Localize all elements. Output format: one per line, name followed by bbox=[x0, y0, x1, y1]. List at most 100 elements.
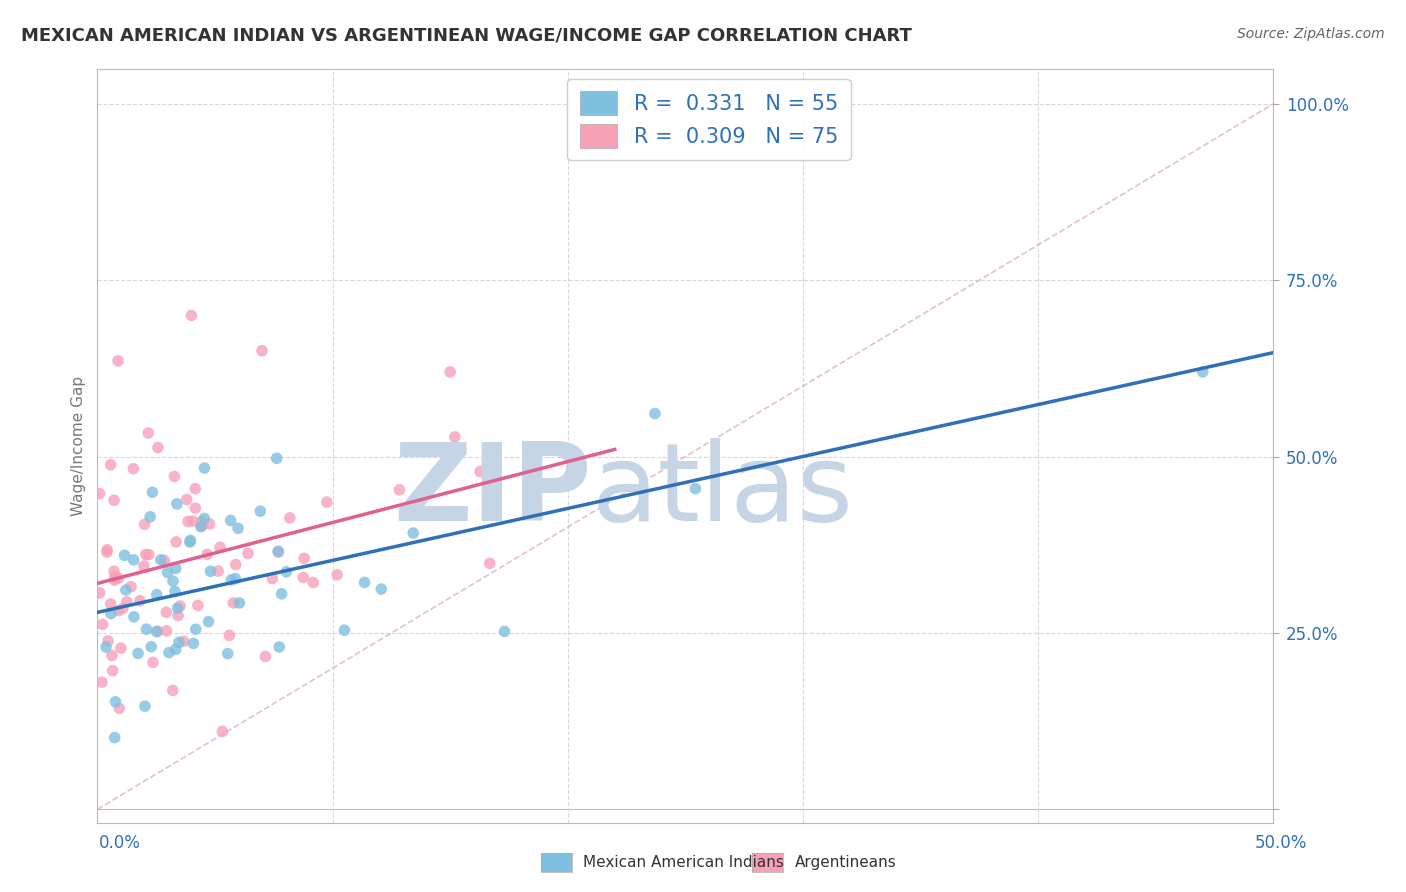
Point bbox=[219, 513, 242, 527]
Text: Mexican American Indians: Mexican American Indians bbox=[583, 855, 785, 870]
Point bbox=[209, 541, 232, 555]
Point bbox=[267, 545, 290, 559]
Point bbox=[195, 547, 218, 561]
Point bbox=[141, 640, 163, 654]
Point bbox=[316, 495, 339, 509]
Point bbox=[218, 628, 240, 642]
Point bbox=[266, 451, 288, 466]
Point bbox=[190, 515, 212, 529]
Point bbox=[157, 646, 180, 660]
Point bbox=[97, 634, 120, 648]
Point bbox=[402, 526, 425, 541]
Point bbox=[166, 497, 188, 511]
Point bbox=[108, 701, 131, 715]
Point bbox=[179, 533, 201, 548]
Point bbox=[135, 622, 157, 636]
Point bbox=[145, 588, 167, 602]
Point bbox=[162, 574, 184, 588]
Point bbox=[180, 309, 202, 323]
Point bbox=[129, 594, 152, 608]
Point bbox=[104, 731, 127, 745]
Point bbox=[181, 514, 204, 528]
Point bbox=[138, 548, 160, 562]
Point bbox=[190, 519, 212, 533]
Point bbox=[142, 656, 165, 670]
Point bbox=[270, 587, 292, 601]
Point bbox=[107, 604, 129, 618]
Point bbox=[141, 485, 163, 500]
Point bbox=[139, 509, 162, 524]
Point bbox=[326, 567, 349, 582]
Point bbox=[211, 724, 233, 739]
Point bbox=[207, 564, 229, 578]
Point bbox=[145, 624, 167, 639]
Point bbox=[292, 551, 315, 566]
Point bbox=[153, 553, 176, 567]
Point bbox=[179, 535, 201, 549]
Point bbox=[100, 607, 122, 621]
Point bbox=[302, 575, 325, 590]
Point bbox=[217, 647, 239, 661]
Point bbox=[132, 559, 155, 574]
Point bbox=[94, 640, 117, 654]
Point bbox=[167, 635, 190, 649]
Point bbox=[89, 586, 111, 600]
Text: MEXICAN AMERICAN INDIAN VS ARGENTINEAN WAGE/INCOME GAP CORRELATION CHART: MEXICAN AMERICAN INDIAN VS ARGENTINEAN W… bbox=[21, 27, 912, 45]
Point bbox=[187, 599, 209, 613]
Text: 0.0%: 0.0% bbox=[98, 834, 141, 852]
Point bbox=[163, 469, 186, 483]
Point bbox=[1191, 365, 1213, 379]
Point bbox=[122, 609, 145, 624]
Point bbox=[146, 441, 169, 455]
Point bbox=[200, 564, 222, 578]
Point bbox=[193, 461, 215, 475]
Point bbox=[276, 565, 298, 579]
Point bbox=[197, 615, 219, 629]
Point bbox=[166, 601, 188, 615]
Point bbox=[353, 575, 375, 590]
Point bbox=[269, 640, 291, 654]
Point bbox=[165, 535, 187, 549]
Point bbox=[114, 582, 136, 597]
Point bbox=[278, 511, 301, 525]
Point bbox=[135, 548, 157, 562]
Point bbox=[120, 580, 142, 594]
Point bbox=[222, 596, 245, 610]
Point bbox=[236, 546, 259, 560]
Point bbox=[155, 605, 177, 619]
Point bbox=[370, 582, 392, 596]
Text: Argentineans: Argentineans bbox=[794, 855, 896, 870]
Point bbox=[146, 624, 169, 639]
Point bbox=[173, 634, 195, 648]
Point bbox=[101, 648, 124, 663]
Point bbox=[114, 549, 136, 563]
Point bbox=[104, 570, 127, 584]
Point bbox=[254, 649, 277, 664]
Point bbox=[685, 482, 707, 496]
Point bbox=[292, 570, 315, 584]
Point bbox=[134, 517, 156, 532]
Point bbox=[644, 407, 666, 421]
Point bbox=[165, 561, 187, 575]
Point bbox=[134, 699, 156, 714]
Point bbox=[388, 483, 411, 497]
Point bbox=[89, 486, 111, 500]
Point bbox=[250, 343, 273, 358]
Point bbox=[149, 553, 172, 567]
Point bbox=[96, 542, 118, 557]
Point bbox=[228, 596, 250, 610]
Point bbox=[136, 426, 159, 441]
Point bbox=[191, 519, 214, 533]
Legend: R =  0.331   N = 55, R =  0.309   N = 75: R = 0.331 N = 55, R = 0.309 N = 75 bbox=[567, 78, 851, 161]
Point bbox=[262, 572, 284, 586]
Text: atlas: atlas bbox=[592, 438, 853, 544]
Point bbox=[115, 595, 138, 609]
Text: 50.0%: 50.0% bbox=[1256, 834, 1308, 852]
Point bbox=[103, 573, 125, 587]
Point bbox=[478, 557, 501, 571]
Point bbox=[177, 515, 200, 529]
Point bbox=[444, 430, 467, 444]
Point bbox=[226, 521, 249, 535]
Point bbox=[184, 501, 207, 516]
Point bbox=[169, 599, 191, 613]
